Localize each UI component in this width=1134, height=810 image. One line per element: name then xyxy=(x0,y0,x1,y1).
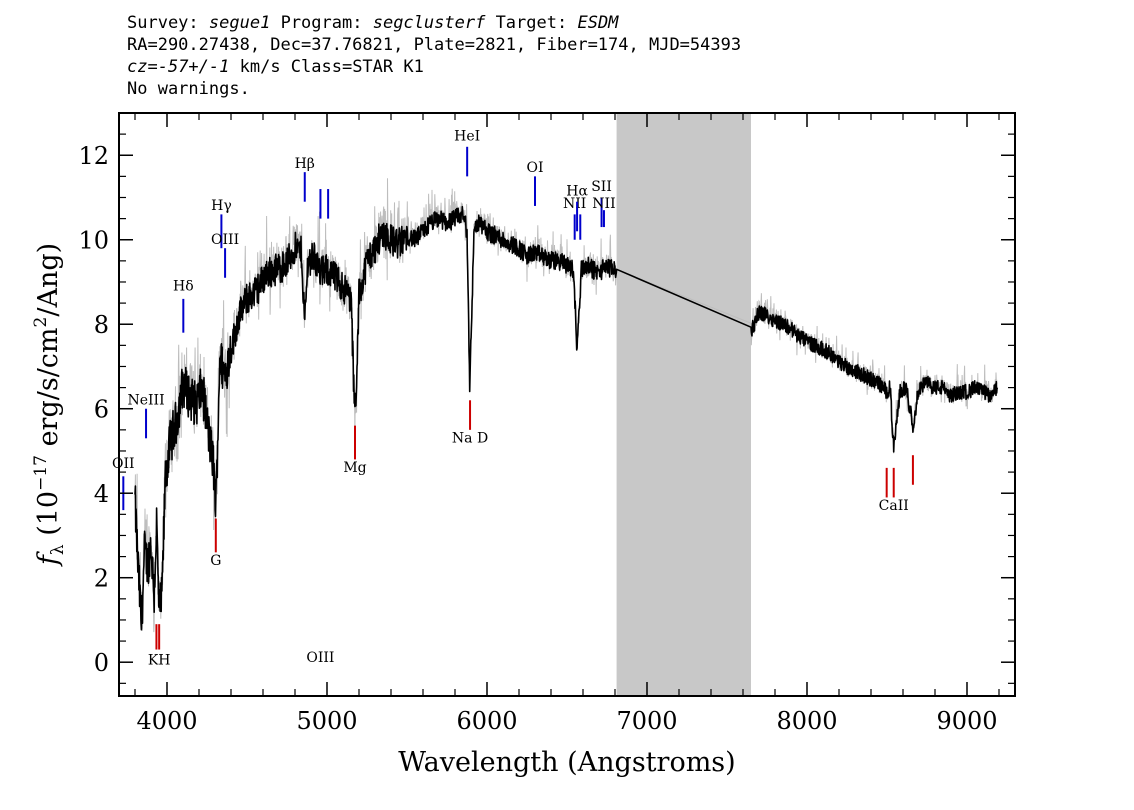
plot-frame xyxy=(118,112,1016,697)
line-label: KH xyxy=(148,652,171,668)
y-tick-label: 0 xyxy=(94,649,109,677)
line-label: NII xyxy=(592,196,615,212)
x-tick-label: 6000 xyxy=(456,707,517,735)
x-axis-title: Wavelength (Angstroms) xyxy=(398,747,735,778)
program-label: Program: xyxy=(280,13,363,33)
survey-label: Survey: xyxy=(127,13,199,33)
x-tick-label: 5000 xyxy=(296,707,357,735)
line-label: Hα xyxy=(566,183,588,199)
y-axis-title-lambda: λ xyxy=(48,544,68,555)
class-text: km/s Class=STAR K1 xyxy=(229,57,424,77)
y-axis-title-sq: 2 xyxy=(31,317,51,328)
cz-value: -57+/-1 xyxy=(157,57,230,77)
header-line-redshift: cz=-57+/-1 km/s Class=STAR K1 xyxy=(127,56,1007,78)
line-label: SII xyxy=(591,179,612,195)
y-tick-label: 6 xyxy=(94,396,109,424)
header-line-survey: Survey: segue1 Program: segclusterf Targ… xyxy=(127,12,1007,34)
masked-region xyxy=(616,113,751,696)
line-label: Na D xyxy=(452,431,488,447)
program-value: segclusterf xyxy=(372,13,486,33)
line-label: NeIII xyxy=(127,393,164,409)
y-tick-label: 12 xyxy=(78,142,109,170)
y-axis-title-open: (10 xyxy=(33,491,64,544)
line-label: OII xyxy=(112,456,135,472)
x-tick-label: 9000 xyxy=(936,707,997,735)
line-label: CaII xyxy=(879,498,909,514)
x-tick-label: 7000 xyxy=(616,707,677,735)
spectrum-header: Survey: segue1 Program: segclusterf Targ… xyxy=(127,12,1007,100)
y-axis-title-exp: −17 xyxy=(31,455,51,491)
x-tick-label: 8000 xyxy=(776,707,837,735)
flux-trace xyxy=(134,205,999,631)
line-label: OI xyxy=(526,160,543,176)
y-axis-title-close: /Ang) xyxy=(33,243,64,317)
cz-label: cz= xyxy=(127,57,158,77)
target-value: ESDM xyxy=(577,13,619,33)
y-axis-title: fλ (10−17 erg/s/cm2/Ang) xyxy=(31,243,68,567)
line-label: Hβ xyxy=(295,156,315,172)
target-label: Target: xyxy=(495,13,568,33)
line-label: HeI xyxy=(454,128,480,144)
y-tick-label: 10 xyxy=(78,227,109,255)
line-label: Hδ xyxy=(173,278,194,294)
y-tick-label: 4 xyxy=(94,480,109,508)
y-tick-label: 8 xyxy=(94,311,109,339)
header-line-warnings: No warnings. xyxy=(127,79,250,99)
survey-value: segue1 xyxy=(208,13,271,33)
y-tick-label: 2 xyxy=(94,565,109,593)
line-label: NII xyxy=(563,196,586,212)
header-line-coordinates: RA=290.27438, Dec=37.76821, Plate=2821, … xyxy=(127,35,742,55)
y-axis-title-units: erg/s/cm xyxy=(33,327,64,455)
x-tick-label: 4000 xyxy=(136,707,197,735)
line-label: G xyxy=(210,553,221,569)
line-label: OIII xyxy=(211,232,239,248)
line-label: Hγ xyxy=(211,198,232,214)
flux-error-trace xyxy=(134,178,998,633)
line-label: Mg xyxy=(343,460,366,476)
y-axis-title-f: f xyxy=(33,551,64,567)
line-label: OIII xyxy=(306,650,334,666)
